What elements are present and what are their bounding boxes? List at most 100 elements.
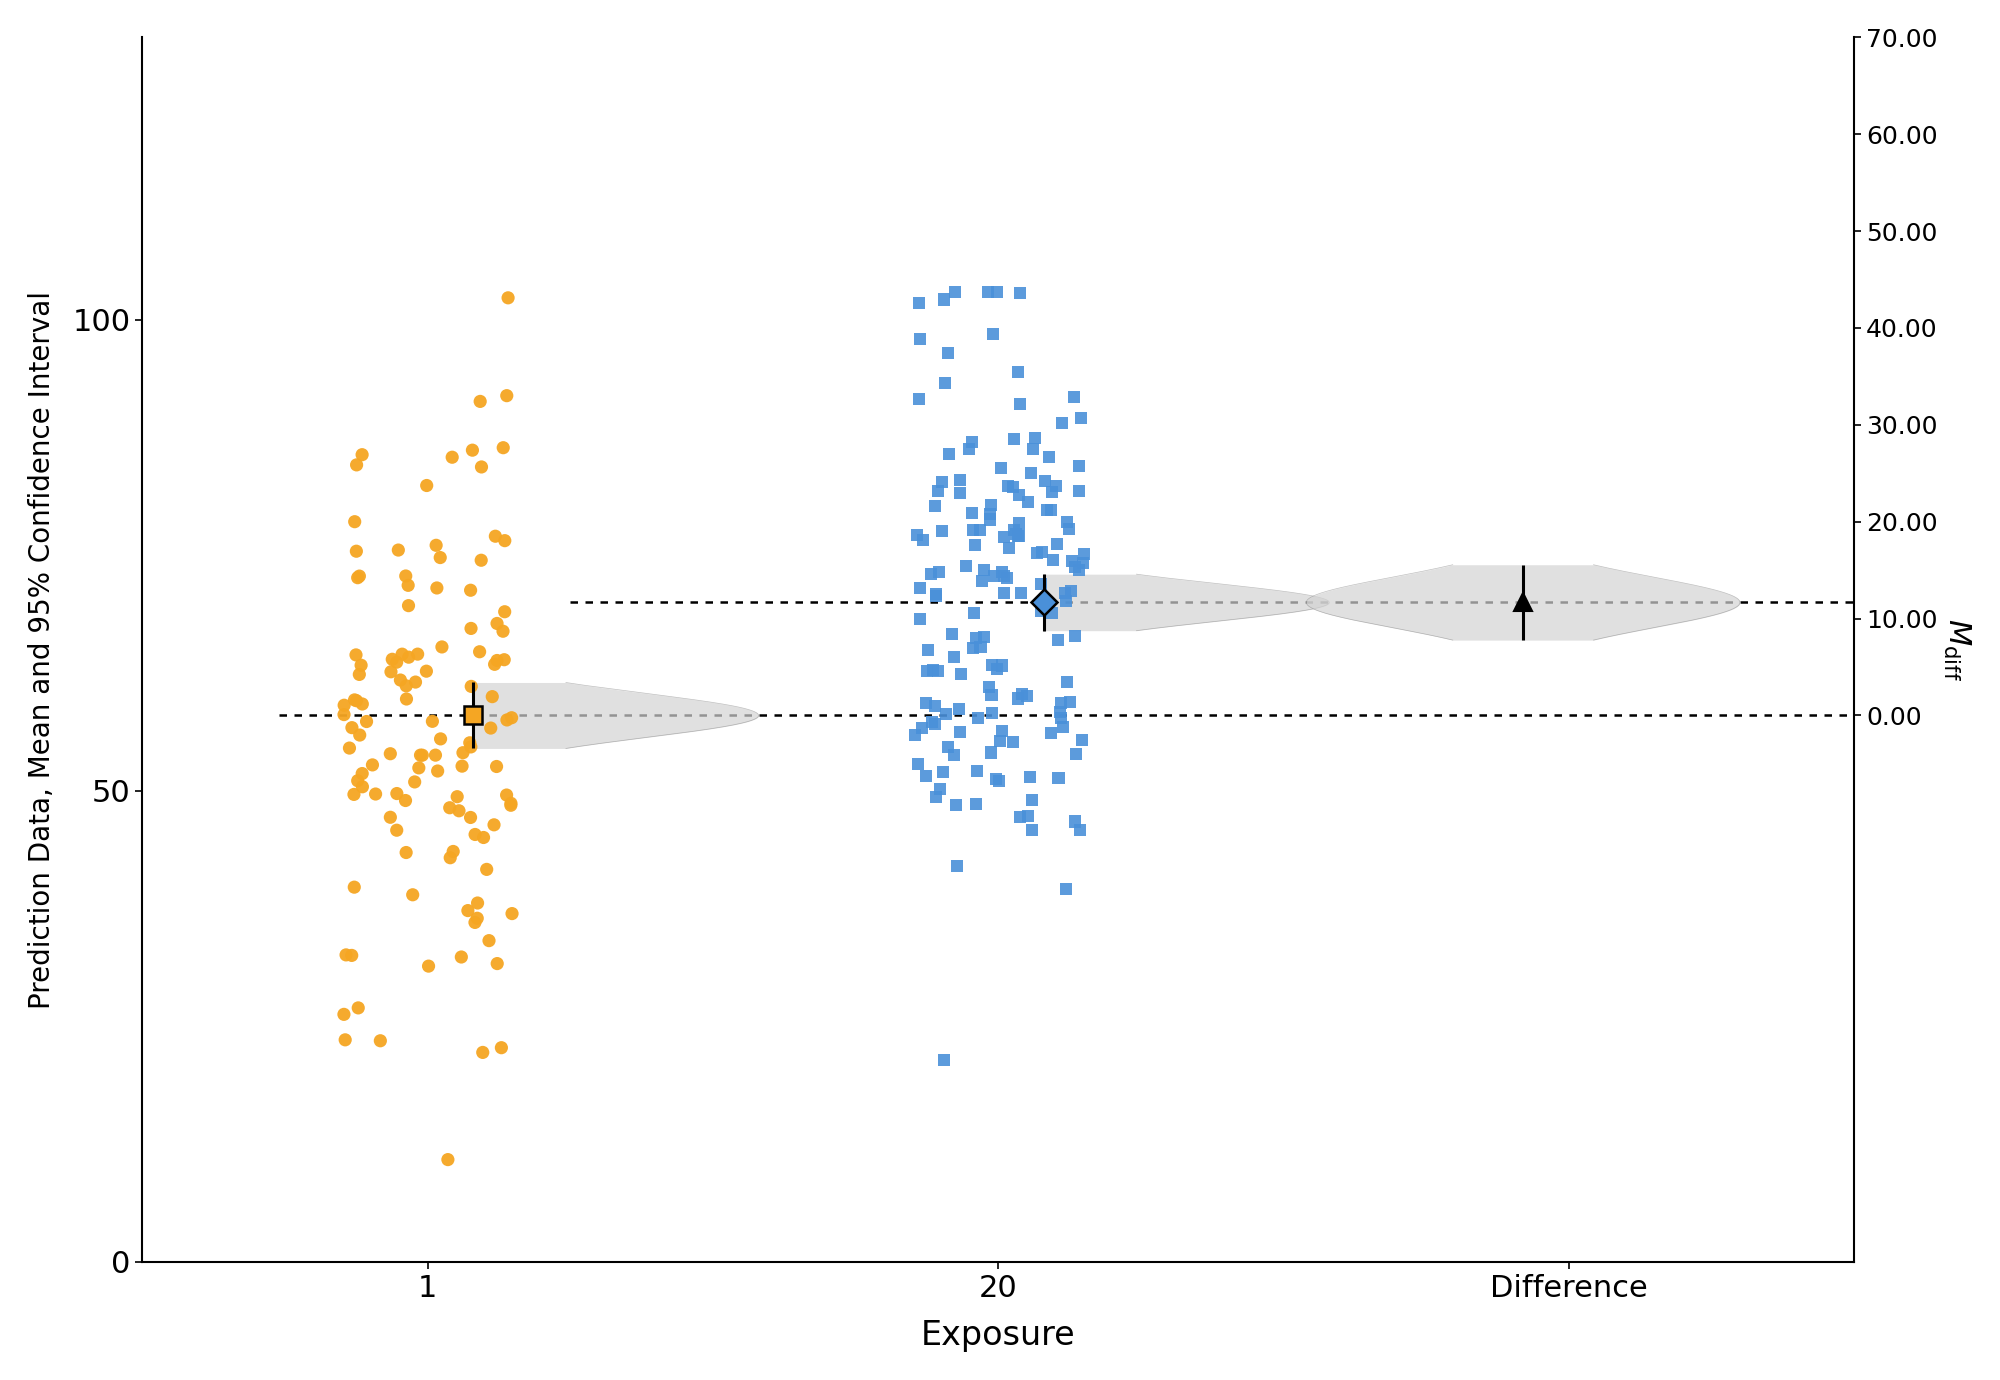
Point: [992, 567, 1024, 589]
Point: [900, 724, 932, 747]
Point: [380, 651, 412, 673]
Point: [446, 755, 478, 777]
Point: [1050, 582, 1082, 604]
Point: [1054, 691, 1086, 713]
Point: [420, 534, 452, 556]
Point: [1006, 683, 1038, 705]
Point: [384, 669, 416, 691]
Point: [334, 737, 366, 759]
Point: [1002, 360, 1034, 382]
Point: [980, 280, 1012, 302]
Point: [956, 431, 988, 453]
Point: [1028, 589, 1060, 611]
Point: [996, 731, 1028, 753]
Point: [416, 711, 448, 733]
Point: [402, 756, 434, 778]
Point: [490, 385, 522, 407]
Point: [974, 502, 1006, 524]
Point: [1012, 806, 1044, 828]
Point: [1062, 480, 1094, 502]
Point: [980, 767, 1012, 789]
Point: [344, 724, 376, 747]
Point: [956, 519, 988, 541]
Point: [1066, 729, 1098, 751]
Point: [462, 907, 494, 929]
Point: [488, 649, 520, 671]
Point: [962, 708, 994, 730]
Point: [982, 770, 1014, 792]
Point: [908, 529, 940, 551]
Point: [478, 653, 510, 675]
Point: [938, 744, 970, 766]
Point: [442, 800, 474, 822]
Point: [456, 617, 488, 639]
Point: [482, 650, 514, 672]
Point: [1004, 806, 1036, 828]
Point: [454, 736, 486, 758]
Point: [342, 996, 374, 1018]
Point: [966, 570, 998, 592]
Point: [350, 711, 382, 733]
Point: [1012, 490, 1044, 512]
Point: [928, 288, 960, 311]
Point: [958, 602, 990, 624]
Point: [922, 480, 954, 502]
Point: [1018, 439, 1050, 461]
Point: [984, 730, 1016, 752]
Point: [1050, 672, 1082, 694]
Point: [442, 785, 474, 807]
Y-axis label: $M_{\mathrm{diff}}$: $M_{\mathrm{diff}}$: [1942, 618, 1972, 682]
Point: [1034, 722, 1066, 744]
Point: [1044, 693, 1076, 715]
Point: [364, 1029, 396, 1052]
Point: [1060, 742, 1092, 765]
Point: [1068, 552, 1100, 574]
Point: [1050, 589, 1082, 611]
Point: [410, 475, 442, 497]
Point: [1058, 386, 1090, 408]
Point: [984, 457, 1016, 479]
Point: [434, 847, 466, 869]
Point: [950, 555, 982, 577]
Point: [490, 784, 522, 806]
Point: [920, 585, 952, 607]
Point: [904, 291, 936, 313]
Point: [962, 760, 994, 782]
Point: [376, 649, 408, 671]
Point: [340, 540, 372, 562]
Point: [1016, 789, 1048, 811]
Point: [412, 955, 444, 977]
Point: [944, 469, 976, 491]
Point: [1050, 878, 1082, 900]
Point: [1018, 426, 1050, 449]
Point: [420, 744, 452, 766]
Point: [346, 654, 378, 676]
Point: [338, 784, 370, 806]
Point: [396, 883, 428, 905]
Point: [1004, 484, 1036, 506]
Point: [926, 471, 958, 493]
Point: [360, 782, 392, 805]
Point: [1040, 475, 1072, 497]
Point: [1002, 687, 1034, 709]
Point: [910, 693, 942, 715]
X-axis label: Exposure: Exposure: [920, 1319, 1076, 1352]
Point: [380, 782, 412, 805]
Point: [398, 771, 430, 793]
Point: [928, 373, 960, 395]
Point: [976, 494, 1008, 516]
Point: [328, 704, 360, 726]
Point: [902, 753, 934, 776]
Point: [468, 827, 500, 849]
Point: [1020, 542, 1052, 564]
Point: [404, 744, 436, 766]
Point: [904, 577, 936, 599]
Point: [490, 709, 522, 731]
Point: [922, 560, 954, 582]
Point: [1036, 498, 1068, 520]
Point: [462, 891, 494, 914]
Point: [356, 753, 388, 776]
Point: [968, 559, 1000, 581]
Point: [424, 727, 456, 749]
Point: [976, 683, 1008, 705]
